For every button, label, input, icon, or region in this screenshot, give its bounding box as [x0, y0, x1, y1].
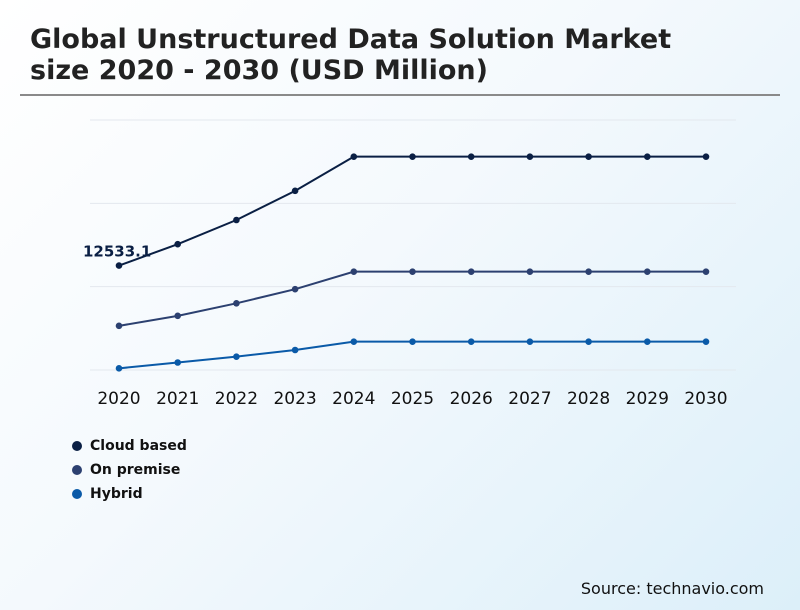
data-point[interactable] [467, 338, 475, 345]
x-tick-label: 2030 [684, 389, 727, 409]
chart-title-line-1: Global Unstructured Data Solution Market [30, 24, 672, 55]
x-tick-label: 2022 [215, 389, 258, 409]
data-point[interactable] [526, 153, 534, 160]
series-line-1 [118, 270, 706, 327]
data-point[interactable] [115, 365, 123, 372]
data-point[interactable] [350, 153, 358, 160]
data-point[interactable] [585, 153, 592, 160]
data-label: 12533.1 [83, 243, 151, 261]
data-point[interactable] [526, 268, 534, 275]
x-tick-label: 2024 [332, 389, 375, 409]
data-point[interactable] [174, 359, 181, 366]
series-line-0 [118, 155, 706, 267]
x-tick-label: 2020 [97, 389, 140, 409]
title-divider [20, 94, 780, 96]
legend-swatch [72, 465, 82, 475]
data-point[interactable] [467, 153, 475, 160]
data-point[interactable] [702, 338, 710, 345]
legend-label: Hybrid [90, 486, 143, 502]
legend-swatch [72, 441, 82, 451]
data-point[interactable] [115, 322, 123, 330]
legend-item[interactable]: Cloud based [72, 434, 187, 458]
data-point[interactable] [409, 268, 416, 275]
x-tick-label: 2029 [626, 389, 669, 409]
data-point[interactable] [291, 285, 299, 293]
chart-title: Global Unstructured Data Solution Market… [30, 24, 770, 86]
legend-item[interactable]: On premise [72, 458, 187, 482]
data-point[interactable] [174, 312, 181, 320]
chart-title-line-2: size 2020 - 2030 (USD Million) [30, 55, 488, 86]
legend-label: On premise [90, 462, 181, 478]
data-point[interactable] [174, 240, 181, 248]
legend-item[interactable]: Hybrid [72, 482, 187, 506]
data-point[interactable] [467, 268, 475, 275]
data-point[interactable] [409, 338, 416, 345]
x-tick-label: 2028 [567, 389, 610, 409]
x-tick-label: 2021 [156, 389, 199, 409]
x-tick-label: 2026 [450, 389, 493, 409]
data-point[interactable] [115, 262, 123, 269]
data-point[interactable] [644, 338, 651, 345]
data-point[interactable] [585, 338, 592, 345]
data-point[interactable] [644, 153, 651, 160]
legend-label: Cloud based [90, 438, 187, 454]
data-point[interactable] [409, 153, 416, 160]
data-point[interactable] [585, 268, 592, 275]
data-point[interactable] [233, 353, 240, 360]
data-point[interactable] [350, 268, 358, 275]
data-point[interactable] [526, 338, 534, 345]
data-point[interactable] [350, 338, 358, 345]
series-line-2 [118, 340, 706, 370]
chart-legend: Cloud based On premise Hybrid [72, 434, 187, 506]
data-point[interactable] [291, 187, 299, 195]
x-tick-label: 2027 [508, 389, 551, 409]
data-point[interactable] [291, 346, 299, 354]
data-point[interactable] [702, 268, 710, 275]
legend-swatch [72, 489, 82, 499]
x-tick-label: 2023 [273, 389, 316, 409]
line-chart: 12533.1 2020 2021 2022 2023 2024 2025 2026 2027 2… [83, 119, 736, 409]
data-point[interactable] [644, 268, 651, 275]
data-point[interactable] [702, 153, 710, 160]
data-point[interactable] [233, 300, 240, 307]
source-credit: Source: technavio.com [580, 579, 764, 598]
data-point[interactable] [233, 216, 240, 224]
x-tick-label: 2025 [391, 389, 434, 409]
